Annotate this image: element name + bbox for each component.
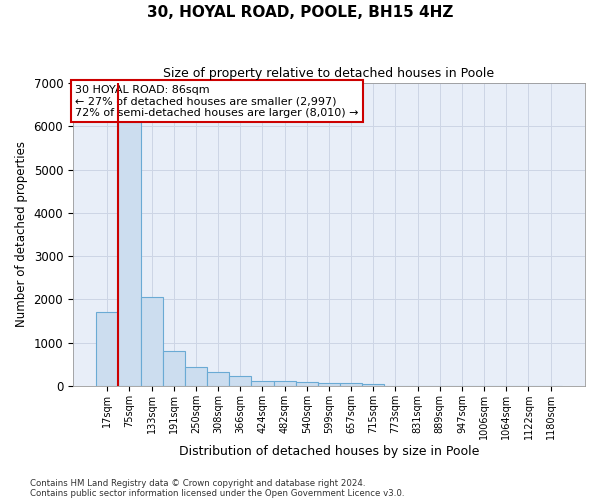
Bar <box>140 297 163 386</box>
Bar <box>229 376 251 386</box>
Bar <box>118 122 140 386</box>
Bar <box>207 372 229 386</box>
Bar <box>251 380 274 386</box>
Bar <box>318 383 340 386</box>
Text: 30 HOYAL ROAD: 86sqm
← 27% of detached houses are smaller (2,997)
72% of semi-de: 30 HOYAL ROAD: 86sqm ← 27% of detached h… <box>76 84 359 118</box>
Text: 30, HOYAL ROAD, POOLE, BH15 4HZ: 30, HOYAL ROAD, POOLE, BH15 4HZ <box>147 5 453 20</box>
Bar <box>340 383 362 386</box>
X-axis label: Distribution of detached houses by size in Poole: Distribution of detached houses by size … <box>179 444 479 458</box>
Text: Contains HM Land Registry data © Crown copyright and database right 2024.: Contains HM Land Registry data © Crown c… <box>30 478 365 488</box>
Bar <box>362 384 385 386</box>
Bar <box>296 382 318 386</box>
Bar <box>96 312 118 386</box>
Bar <box>274 382 296 386</box>
Title: Size of property relative to detached houses in Poole: Size of property relative to detached ho… <box>163 68 494 80</box>
Bar <box>163 351 185 386</box>
Bar <box>185 367 207 386</box>
Text: Contains public sector information licensed under the Open Government Licence v3: Contains public sector information licen… <box>30 488 404 498</box>
Y-axis label: Number of detached properties: Number of detached properties <box>15 142 28 328</box>
